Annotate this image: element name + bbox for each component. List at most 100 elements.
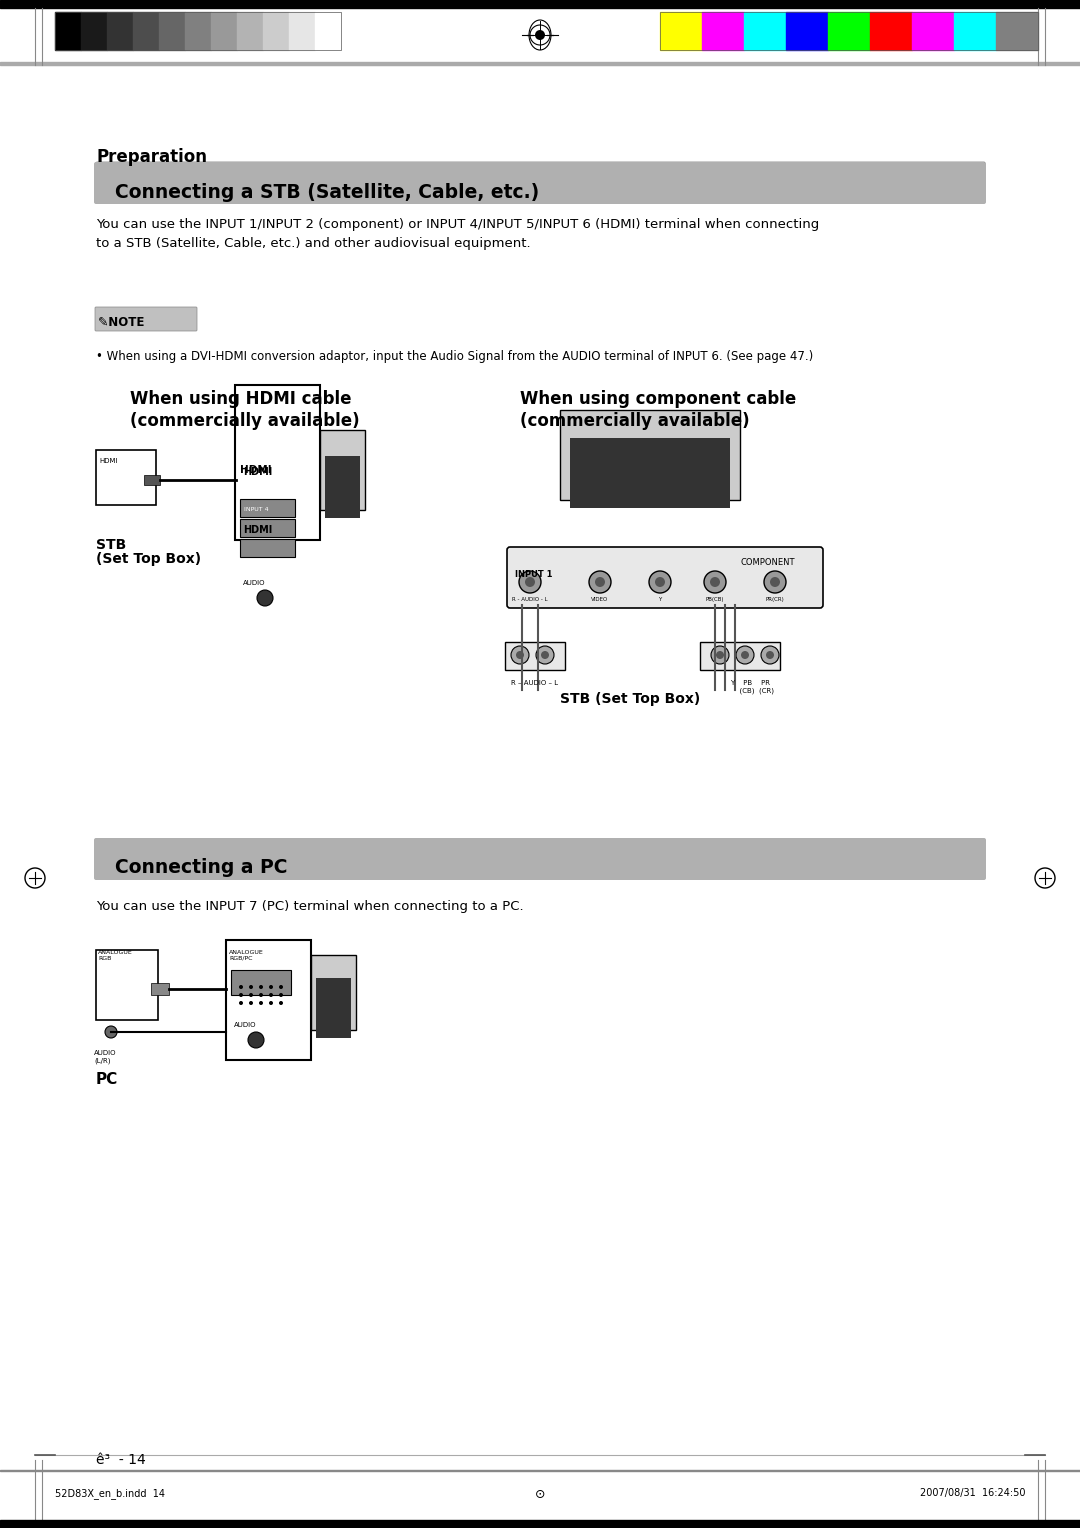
Circle shape [1035,868,1055,888]
Circle shape [770,578,780,587]
Bar [185,12,211,50]
Bar [96,950,158,1021]
FancyBboxPatch shape [94,162,986,205]
Bar [744,12,786,50]
Bar [96,162,984,165]
Text: Preparation: Preparation [96,148,207,167]
Bar [237,12,264,50]
Text: Y: Y [659,597,662,602]
Bar [786,12,828,50]
Text: PR(CR): PR(CR) [766,597,784,602]
Bar [211,12,237,50]
Text: You can use the INPUT 1/INPUT 2 (component) or INPUT 4/INPUT 5/INPUT 6 (HDMI) te: You can use the INPUT 1/INPUT 2 (compone… [96,219,820,251]
Bar [231,970,291,995]
Text: HDMI: HDMI [243,468,272,477]
Bar [561,410,740,500]
Bar [55,12,81,50]
Text: (commercially available): (commercially available) [130,413,360,429]
Text: AUDIO: AUDIO [234,1022,257,1028]
Text: INPUT 1: INPUT 1 [515,570,553,579]
Circle shape [710,578,720,587]
Circle shape [279,993,283,996]
Text: ⊙: ⊙ [535,1488,545,1500]
Bar [0,63,1080,66]
Bar [316,978,351,1038]
Bar [226,940,311,1060]
Text: R - AUDIO - L: R - AUDIO - L [512,597,548,602]
Circle shape [248,1031,264,1048]
Bar [0,0,1080,8]
Circle shape [257,590,273,607]
Circle shape [649,571,671,593]
Text: COMPONENT: COMPONENT [740,558,795,567]
Text: When using HDMI cable: When using HDMI cable [130,390,351,408]
Text: R – AUDIO – L: R – AUDIO – L [512,680,558,686]
Circle shape [259,1001,264,1005]
Bar [954,12,996,50]
Circle shape [269,1001,273,1005]
Bar [240,539,295,558]
Text: PC: PC [96,1073,118,1086]
Text: ✎: ✎ [98,316,108,329]
Text: STB: STB [96,538,126,552]
Text: ANALOGUE
RGB/PC: ANALOGUE RGB/PC [229,950,264,961]
Text: AUDIO
(L/R): AUDIO (L/R) [94,1050,117,1063]
Bar [870,12,912,50]
FancyBboxPatch shape [94,837,986,880]
Text: Y    PB    PR
      (CB)  (CR): Y PB PR (CB) (CR) [726,680,774,694]
Bar [264,12,289,50]
Text: HDMI: HDMI [240,465,272,475]
Bar [315,12,341,50]
Circle shape [25,868,45,888]
Circle shape [519,571,541,593]
Text: You can use the INPUT 7 (PC) terminal when connecting to a PC.: You can use the INPUT 7 (PC) terminal wh… [96,900,524,914]
Circle shape [239,993,243,996]
Bar [159,12,185,50]
Text: (Set Top Box): (Set Top Box) [96,552,201,565]
Bar [325,455,360,518]
Circle shape [259,986,264,989]
Circle shape [764,571,786,593]
Circle shape [595,578,605,587]
Circle shape [716,651,724,659]
Bar [289,12,315,50]
Bar [311,955,356,1030]
Text: 2007/08/31  16:24:50: 2007/08/31 16:24:50 [919,1488,1025,1497]
Text: NOTE: NOTE [100,316,145,329]
Circle shape [525,578,535,587]
Text: (commercially available): (commercially available) [519,413,750,429]
Bar [505,642,565,669]
Circle shape [249,986,253,989]
Circle shape [249,993,253,996]
Circle shape [279,986,283,989]
Circle shape [535,31,545,40]
Bar [570,439,730,507]
Circle shape [766,651,774,659]
Circle shape [761,646,779,665]
Bar [133,12,159,50]
Circle shape [589,571,611,593]
Bar [702,12,744,50]
Text: PB(CB): PB(CB) [705,597,725,602]
Bar [107,12,133,50]
Text: 52D83X_en_b.indd  14: 52D83X_en_b.indd 14 [55,1488,165,1499]
Text: • When using a DVI-HDMI conversion adaptor, input the Audio Signal from the AUDI: • When using a DVI-HDMI conversion adapt… [96,350,813,364]
Circle shape [536,646,554,665]
Bar [144,475,160,484]
Text: STB (Set Top Box): STB (Set Top Box) [559,692,700,706]
Circle shape [279,1001,283,1005]
Circle shape [654,578,665,587]
Text: HDMI: HDMI [99,458,118,465]
Circle shape [541,651,549,659]
Text: AUDIO: AUDIO [243,581,266,587]
Circle shape [239,986,243,989]
Circle shape [105,1025,117,1038]
Bar [828,12,870,50]
Bar [235,385,320,539]
Bar [660,12,1038,50]
Text: INPUT 4: INPUT 4 [244,507,269,512]
Bar [55,12,341,50]
Bar [320,429,365,510]
Circle shape [704,571,726,593]
Bar [700,642,780,669]
